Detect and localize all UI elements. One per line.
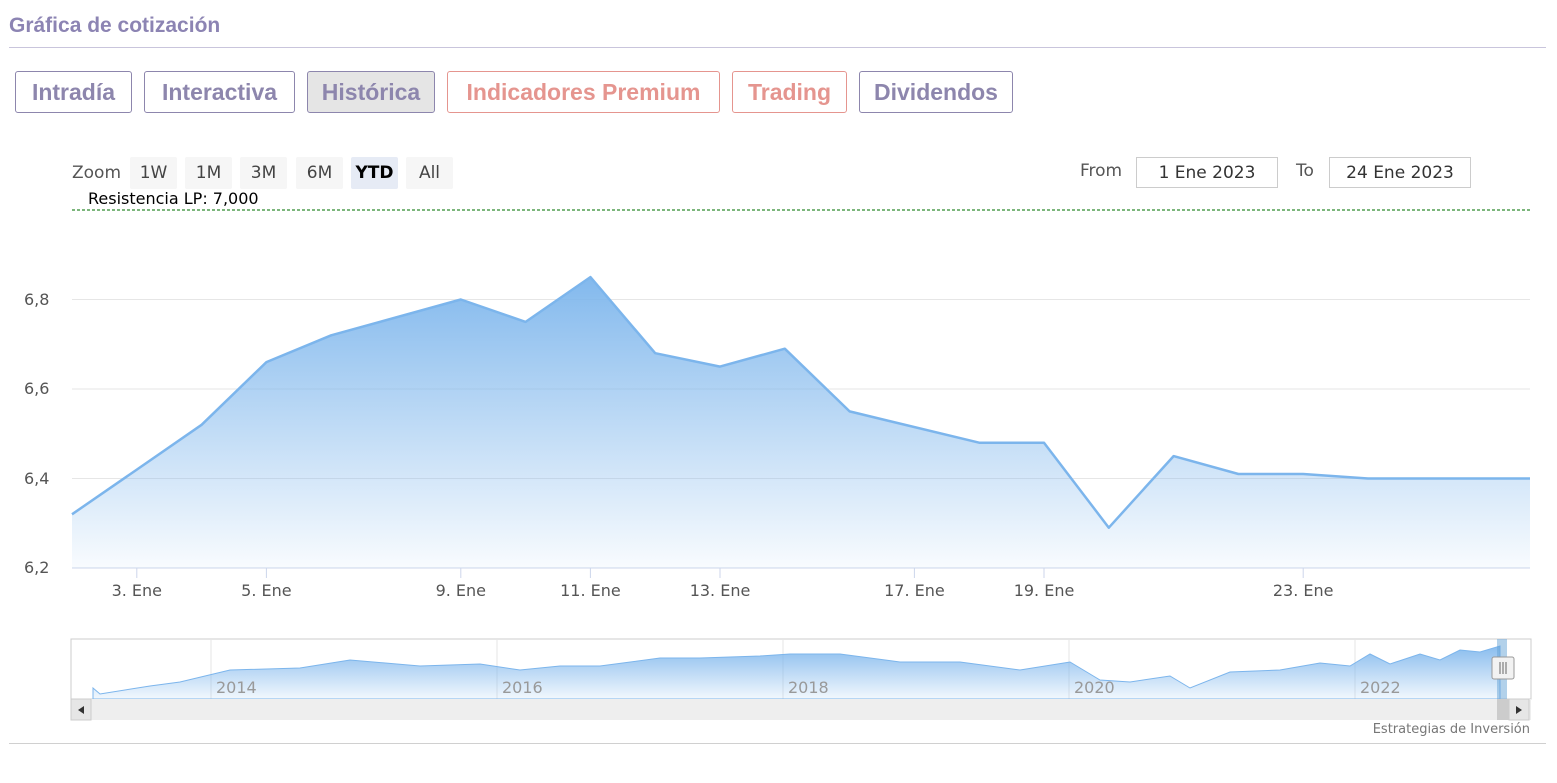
tab-histórica[interactable]: Histórica [307,71,435,113]
tab-dividendos[interactable]: Dividendos [859,71,1013,113]
zoom-button-all[interactable]: All [406,157,453,189]
scrollbar-thumb[interactable] [1497,699,1509,720]
arrow-right-icon [1516,706,1522,714]
series-line [71,275,1530,529]
y-tick-label: 6,8 [24,289,50,309]
x-tick-label: 11. Ene [560,581,621,600]
zoom-button-1m[interactable]: 1M [185,157,232,189]
from-date-input[interactable] [1136,157,1278,188]
x-tick-label: 13. Ene [689,581,751,600]
y-tick-label: 6,4 [24,468,50,488]
series-area [72,277,1530,568]
navigator-series [92,645,1501,700]
tab-interactiva[interactable]: Interactiva [144,71,295,113]
navigator-year-label: 2020 [1074,678,1115,697]
title-divider [9,47,1546,48]
zoom-button-ytd[interactable]: YTD [351,157,398,189]
navigator-scrollbar[interactable] [71,699,1531,720]
y-tick-label: 6,6 [24,379,50,398]
navigator-year-label: 2014 [216,678,257,697]
tab-indicadores-premium[interactable]: Indicadores Premium [447,71,720,113]
zoom-label: Zoom [72,163,122,183]
tab-intradía[interactable]: Intradía [15,71,132,113]
x-tick-label: 17. Ene [884,581,945,600]
arrow-left-icon [78,706,84,714]
x-tick-label: 23. Ene [1272,581,1334,600]
x-tick-label: 19. Ene [1013,581,1075,600]
x-tick-label: 3. Ene [111,581,163,600]
from-label: From [1080,161,1123,181]
to-date-input[interactable] [1329,157,1471,188]
navigator-year-label: 2022 [1360,678,1401,697]
x-tick-label: 9. Ene [435,581,487,600]
page-title: Gráfica de cotización [9,14,221,37]
bottom-divider [9,743,1546,744]
to-label: To [1296,161,1314,181]
zoom-button-3m[interactable]: 3M [240,157,287,189]
tab-trading[interactable]: Trading [732,71,847,113]
zoom-button-1w[interactable]: 1W [130,157,177,189]
zoom-button-6m[interactable]: 6M [296,157,343,189]
x-tick-label: 5. Ene [241,581,292,600]
navigator-year-label: 2016 [502,678,543,697]
resistance-label: Resistencia LP: 7,000 [88,189,259,208]
credits: Estrategias de Inversión [1372,722,1530,737]
navigator-year-label: 2018 [788,678,829,697]
y-tick-label: 6,2 [24,558,50,577]
